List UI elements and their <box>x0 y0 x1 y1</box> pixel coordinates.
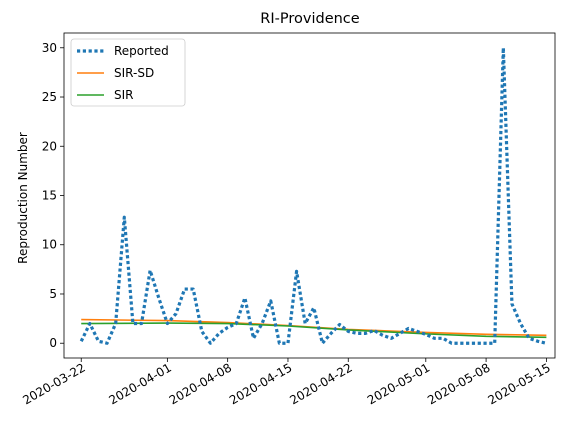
y-axis-label: Reproduction Number <box>16 132 30 264</box>
x-tick-label: 2020-04-01 <box>106 360 173 407</box>
x-tick-label: 2020-04-08 <box>167 360 234 407</box>
legend-box <box>70 38 186 107</box>
chart-title: RI-Providence <box>260 11 359 27</box>
y-tick-label: 0 <box>49 336 57 350</box>
legend-label: SIR <box>114 88 134 102</box>
legend-label: Reported <box>114 44 169 58</box>
x-tick-label: 2020-05-15 <box>485 360 552 407</box>
y-tick-label: 10 <box>42 238 57 252</box>
y-tick-label: 15 <box>42 189 57 203</box>
x-tick-label: 2020-03-22 <box>20 360 87 407</box>
x-tick-label: 2020-04-15 <box>227 360 294 407</box>
y-tick-label: 20 <box>42 139 57 153</box>
x-tick-label: 2020-04-22 <box>287 360 354 407</box>
series-line-reported <box>79 46 547 345</box>
legend: Reported SIR-SD SIR <box>70 38 186 107</box>
y-tick-label: 30 <box>42 41 57 55</box>
series-line-sir <box>81 322 547 339</box>
y-tick-label: 25 <box>42 90 57 104</box>
y-tick-label: 5 <box>49 287 57 301</box>
x-tick-label: 2020-05-08 <box>425 360 492 407</box>
legend-label: SIR-SD <box>114 66 154 80</box>
x-tick-label: 2020-05-01 <box>365 360 432 407</box>
